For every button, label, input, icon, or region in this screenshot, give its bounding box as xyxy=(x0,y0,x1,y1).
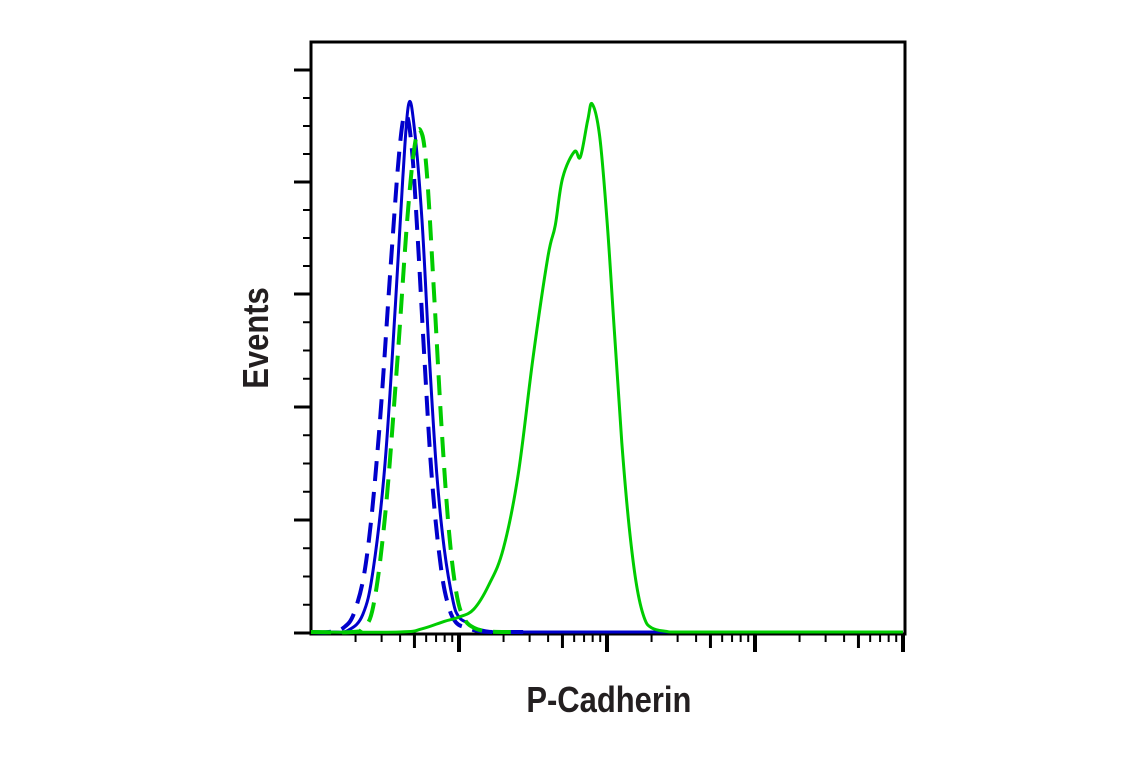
x-axis-title: P-Cadherin xyxy=(526,681,691,721)
green-dashed-curve xyxy=(310,127,511,635)
green-solid-curve xyxy=(310,101,903,634)
y-axis-ticks xyxy=(294,68,311,635)
plot-frame xyxy=(309,40,907,636)
x-axis-ticks xyxy=(354,634,905,652)
blue-dashed-curve xyxy=(310,112,534,635)
histogram-curves xyxy=(310,100,903,635)
y-axis-title: Events xyxy=(237,287,277,388)
